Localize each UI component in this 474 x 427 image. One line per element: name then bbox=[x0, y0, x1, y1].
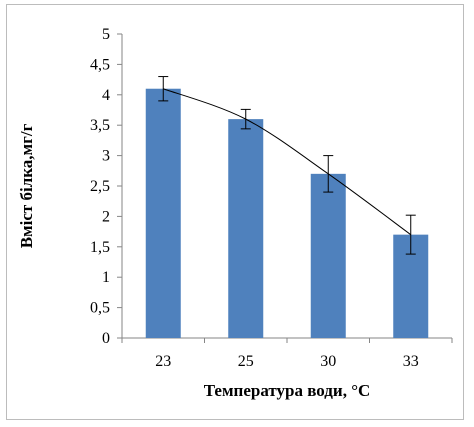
bar bbox=[310, 173, 346, 338]
y-tick-label: 3 bbox=[102, 148, 110, 165]
y-tick-label: 1,5 bbox=[90, 239, 110, 256]
bar bbox=[145, 88, 181, 338]
y-tick-label: 2 bbox=[102, 208, 110, 225]
y-tick-label: 5 bbox=[102, 26, 110, 43]
y-tick-label: 4 bbox=[102, 87, 110, 104]
x-axis-label: Температура води, °С bbox=[204, 381, 371, 400]
y-axis-label: Вміст білка,мг/г bbox=[17, 123, 36, 248]
trendline bbox=[163, 88, 412, 236]
y-tick-label: 4,5 bbox=[90, 56, 110, 73]
bar bbox=[228, 119, 264, 339]
x-tick-label: 30 bbox=[320, 353, 336, 370]
x-tick-labels: 23 25 30 33 bbox=[155, 353, 419, 370]
y-tick-label: 1 bbox=[102, 269, 110, 286]
y-tick-label: 0,5 bbox=[90, 300, 110, 317]
y-tick-label: 2,5 bbox=[90, 178, 110, 195]
x-tick-label: 23 bbox=[155, 353, 171, 370]
x-tick-label: 33 bbox=[403, 353, 419, 370]
bars bbox=[145, 88, 429, 339]
error-bars bbox=[158, 76, 416, 255]
y-tick-label: 0 bbox=[102, 330, 110, 347]
y-tick-label: 3,5 bbox=[90, 117, 110, 134]
x-tick-label: 25 bbox=[238, 353, 254, 370]
y-tick-labels: 0 0,5 1 1,5 2 2,5 3 3,5 4 4,5 5 bbox=[90, 26, 110, 347]
